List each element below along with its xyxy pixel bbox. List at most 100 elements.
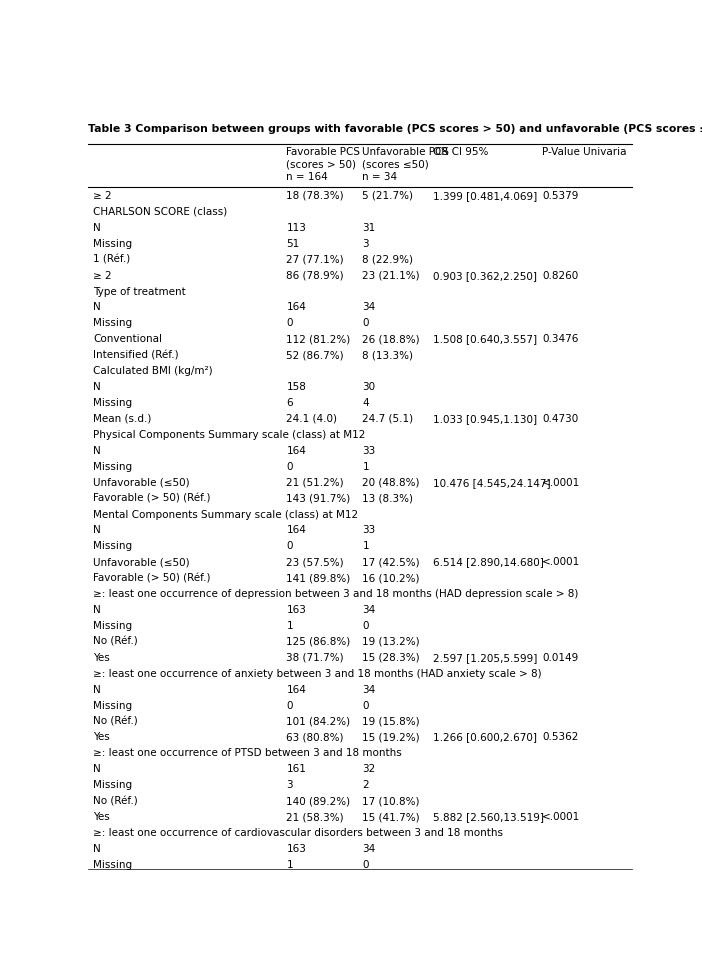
Text: 30: 30 bbox=[362, 382, 376, 392]
Text: Yes: Yes bbox=[93, 731, 110, 742]
Text: Type of treatment: Type of treatment bbox=[93, 286, 186, 296]
Text: 13 (8.3%): 13 (8.3%) bbox=[362, 493, 413, 503]
Text: 23 (21.1%): 23 (21.1%) bbox=[362, 270, 420, 281]
Text: 0: 0 bbox=[286, 541, 293, 551]
Text: 164: 164 bbox=[286, 302, 306, 312]
Text: Unfavorable PCS: Unfavorable PCS bbox=[362, 147, 449, 158]
Text: 125 (86.8%): 125 (86.8%) bbox=[286, 636, 350, 646]
Text: 0: 0 bbox=[286, 700, 293, 710]
Text: Physical Components Summary scale (class) at M12: Physical Components Summary scale (class… bbox=[93, 430, 366, 439]
Text: 0: 0 bbox=[362, 859, 369, 869]
Text: Yes: Yes bbox=[93, 653, 110, 662]
Text: 143 (91.7%): 143 (91.7%) bbox=[286, 493, 350, 503]
Text: 32: 32 bbox=[362, 764, 376, 774]
Text: 2: 2 bbox=[362, 779, 369, 789]
Text: N: N bbox=[93, 302, 101, 312]
Text: 164: 164 bbox=[286, 525, 306, 535]
Text: 31: 31 bbox=[362, 223, 376, 233]
Text: 1: 1 bbox=[286, 859, 293, 869]
Text: 113: 113 bbox=[286, 223, 306, 233]
Text: 86 (78.9%): 86 (78.9%) bbox=[286, 270, 344, 281]
Text: Missing: Missing bbox=[93, 779, 132, 789]
Text: 0: 0 bbox=[362, 700, 369, 710]
Text: 1.399 [0.481,4.069]: 1.399 [0.481,4.069] bbox=[433, 191, 538, 201]
Text: 1.508 [0.640,3.557]: 1.508 [0.640,3.557] bbox=[433, 334, 537, 344]
Text: 1.033 [0.945,1.130]: 1.033 [0.945,1.130] bbox=[433, 413, 537, 424]
Text: <.0001: <.0001 bbox=[542, 811, 581, 822]
Text: 0.5362: 0.5362 bbox=[542, 731, 578, 742]
Text: 140 (89.2%): 140 (89.2%) bbox=[286, 796, 350, 805]
Text: 141 (89.8%): 141 (89.8%) bbox=[286, 573, 350, 582]
Text: 0: 0 bbox=[286, 318, 293, 328]
Text: 5.882 [2.560,13.519]: 5.882 [2.560,13.519] bbox=[433, 811, 544, 822]
Text: 21 (58.3%): 21 (58.3%) bbox=[286, 811, 344, 822]
Text: 26 (18.8%): 26 (18.8%) bbox=[362, 334, 420, 344]
Text: 34: 34 bbox=[362, 604, 376, 614]
Text: 6: 6 bbox=[286, 398, 293, 407]
Text: 51: 51 bbox=[286, 238, 300, 249]
Text: 163: 163 bbox=[286, 843, 306, 853]
Text: 1.266 [0.600,2.670]: 1.266 [0.600,2.670] bbox=[433, 731, 537, 742]
Text: ≥ 2: ≥ 2 bbox=[93, 191, 112, 201]
Text: (scores > 50): (scores > 50) bbox=[286, 160, 357, 170]
Text: Favorable (> 50) (Réf.): Favorable (> 50) (Réf.) bbox=[93, 573, 211, 582]
Text: 4: 4 bbox=[362, 398, 369, 407]
Text: 161: 161 bbox=[286, 764, 306, 774]
Text: N: N bbox=[93, 382, 101, 392]
Text: 17 (42.5%): 17 (42.5%) bbox=[362, 556, 420, 567]
Text: CHARLSON SCORE (class): CHARLSON SCORE (class) bbox=[93, 207, 227, 216]
Text: 0.8260: 0.8260 bbox=[542, 270, 578, 281]
Text: ≥: least one occurrence of PTSD between 3 and 18 months: ≥: least one occurrence of PTSD between … bbox=[93, 748, 402, 757]
Text: 17 (10.8%): 17 (10.8%) bbox=[362, 796, 420, 805]
Text: 6.514 [2.890,14.680]: 6.514 [2.890,14.680] bbox=[433, 556, 544, 567]
Text: 19 (13.2%): 19 (13.2%) bbox=[362, 636, 420, 646]
Text: 158: 158 bbox=[286, 382, 306, 392]
Text: 1: 1 bbox=[362, 541, 369, 551]
Text: 23 (57.5%): 23 (57.5%) bbox=[286, 556, 344, 567]
Text: 8 (13.3%): 8 (13.3%) bbox=[362, 350, 413, 359]
Text: N: N bbox=[93, 223, 101, 233]
Text: 0: 0 bbox=[362, 318, 369, 328]
Text: Favorable PCS: Favorable PCS bbox=[286, 147, 360, 158]
Text: ≥: least one occurrence of cardiovascular disorders between 3 and 18 months: ≥: least one occurrence of cardiovascula… bbox=[93, 827, 503, 837]
Text: OR CI 95%: OR CI 95% bbox=[433, 147, 489, 158]
Text: 15 (41.7%): 15 (41.7%) bbox=[362, 811, 420, 822]
Text: 38 (71.7%): 38 (71.7%) bbox=[286, 653, 344, 662]
Text: 16 (10.2%): 16 (10.2%) bbox=[362, 573, 420, 582]
Text: N: N bbox=[93, 764, 101, 774]
Text: 34: 34 bbox=[362, 302, 376, 312]
Text: No (Réf.): No (Réf.) bbox=[93, 636, 138, 646]
Text: 10.476 [4.545,24.147]: 10.476 [4.545,24.147] bbox=[433, 478, 551, 487]
Text: 34: 34 bbox=[362, 843, 376, 853]
Text: 24.7 (5.1): 24.7 (5.1) bbox=[362, 413, 413, 424]
Text: 20 (48.8%): 20 (48.8%) bbox=[362, 478, 420, 487]
Text: Missing: Missing bbox=[93, 398, 132, 407]
Text: 3: 3 bbox=[362, 238, 369, 249]
Text: Missing: Missing bbox=[93, 238, 132, 249]
Text: 52 (86.7%): 52 (86.7%) bbox=[286, 350, 344, 359]
Text: N: N bbox=[93, 445, 101, 456]
Text: Missing: Missing bbox=[93, 621, 132, 630]
Text: n = 34: n = 34 bbox=[362, 172, 397, 183]
Text: Missing: Missing bbox=[93, 700, 132, 710]
Text: 5 (21.7%): 5 (21.7%) bbox=[362, 191, 413, 201]
Text: Missing: Missing bbox=[93, 461, 132, 471]
Text: (scores ≤50): (scores ≤50) bbox=[362, 160, 429, 170]
Text: 33: 33 bbox=[362, 445, 376, 456]
Text: Intensified (Réf.): Intensified (Réf.) bbox=[93, 350, 179, 359]
Text: n = 164: n = 164 bbox=[286, 172, 328, 183]
Text: 0.903 [0.362,2.250]: 0.903 [0.362,2.250] bbox=[433, 270, 537, 281]
Text: 112 (81.2%): 112 (81.2%) bbox=[286, 334, 350, 344]
Text: 8 (22.9%): 8 (22.9%) bbox=[362, 255, 413, 264]
Text: ≥ 2: ≥ 2 bbox=[93, 270, 112, 281]
Text: N: N bbox=[93, 525, 101, 535]
Text: Yes: Yes bbox=[93, 811, 110, 822]
Text: 0.3476: 0.3476 bbox=[542, 334, 578, 344]
Text: P-Value Univaria: P-Value Univaria bbox=[542, 147, 626, 158]
Text: 63 (80.8%): 63 (80.8%) bbox=[286, 731, 344, 742]
Text: 0.4730: 0.4730 bbox=[542, 413, 578, 424]
Text: 15 (28.3%): 15 (28.3%) bbox=[362, 653, 420, 662]
Text: Unfavorable (≤50): Unfavorable (≤50) bbox=[93, 478, 190, 487]
Text: 24.1 (4.0): 24.1 (4.0) bbox=[286, 413, 338, 424]
Text: 101 (84.2%): 101 (84.2%) bbox=[286, 716, 350, 726]
